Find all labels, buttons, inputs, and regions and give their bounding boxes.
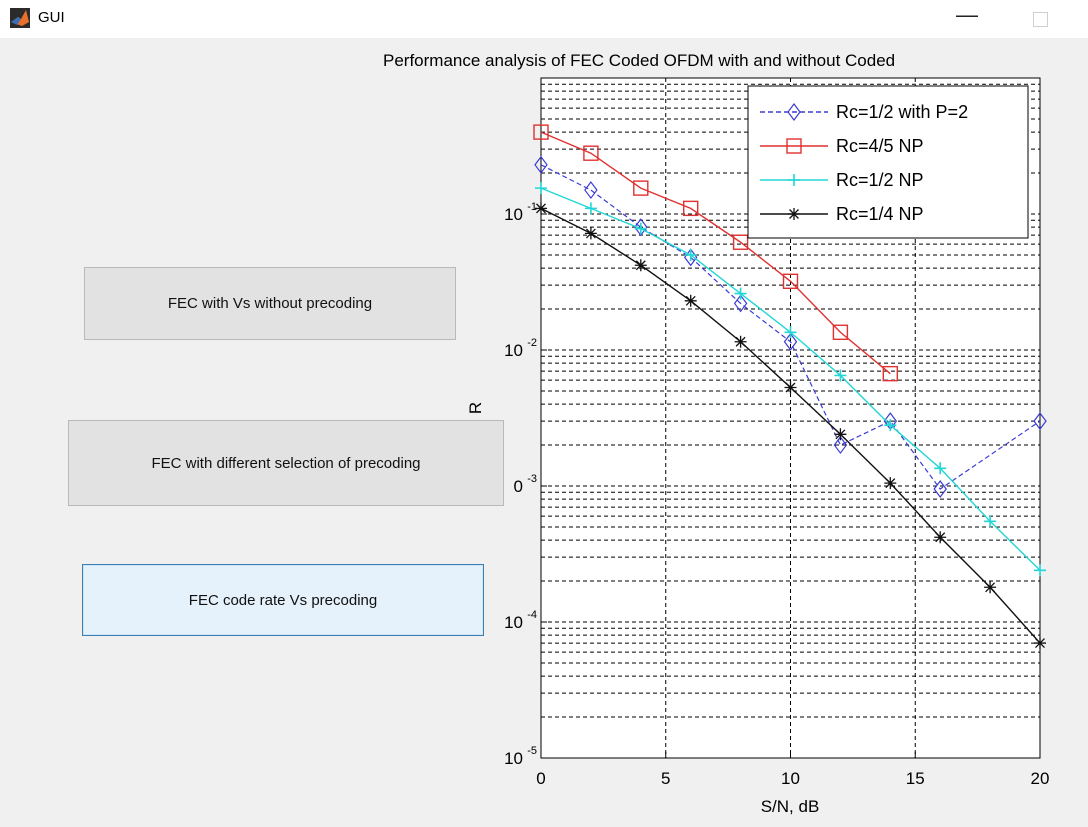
plus-marker: [1034, 564, 1046, 577]
diamond-marker: [1033, 412, 1047, 431]
diamond-marker: [933, 480, 947, 499]
star-marker: [788, 208, 800, 220]
series-2: [533, 124, 898, 382]
y-tick-exponent: -4: [527, 609, 537, 621]
star-marker: [634, 259, 647, 272]
square-marker: [786, 138, 802, 154]
y-tick-label: 0: [514, 477, 523, 496]
star-marker: [734, 335, 747, 348]
square-marker: [583, 145, 599, 161]
x-tick-label: 10: [781, 769, 800, 788]
star-marker: [584, 227, 597, 240]
plus-marker: [934, 462, 947, 475]
series-3: [535, 182, 1046, 577]
legend-entry: Rc=4/5 NP: [760, 136, 924, 156]
legend-entry: Rc=1/2 with P=2: [760, 102, 968, 122]
plus-marker: [584, 202, 597, 215]
square-marker: [782, 273, 799, 289]
series-line: [540, 164, 1041, 490]
minimize-button[interactable]: —: [956, 2, 978, 27]
star-marker: [934, 531, 947, 544]
legend-label: Rc=1/2 with P=2: [836, 102, 968, 122]
square-marker: [732, 234, 749, 250]
plus-marker: [884, 419, 897, 432]
legend-label: Rc=4/5 NP: [836, 136, 924, 156]
diamond-marker: [534, 155, 548, 174]
diamond-marker: [783, 332, 798, 351]
plus-marker: [634, 222, 647, 235]
x-tick-label: 5: [661, 769, 670, 788]
diamond-marker: [833, 436, 848, 455]
y-tick-exponent: -3: [527, 473, 537, 485]
chart-title: Performance analysis of FEC Coded OFDM w…: [383, 51, 895, 70]
x-tick-label: 15: [906, 769, 925, 788]
diamond-marker: [634, 218, 648, 237]
fec-vs-without-precoding-button[interactable]: FEC with Vs without precoding: [84, 267, 456, 340]
square-marker: [633, 180, 649, 196]
y-tick-label: 10: [504, 341, 523, 360]
star-marker: [784, 381, 797, 394]
square-marker: [533, 124, 549, 140]
plus-marker: [535, 182, 547, 195]
axis-ticks: 0 5 10 15 20 10 -1 10 -2 0 -3 10 -4 10 -5: [504, 201, 1049, 788]
plus-marker: [788, 174, 800, 186]
plus-marker: [984, 515, 997, 528]
series-line: [540, 131, 891, 375]
series-1: [534, 155, 1047, 499]
star-marker: [884, 477, 897, 490]
legend-label: Rc=1/4 NP: [836, 204, 924, 224]
plus-marker: [684, 248, 697, 261]
matlab-icon: [10, 8, 30, 28]
star-marker: [1034, 637, 1046, 650]
square-marker: [882, 365, 898, 382]
window-title: GUI: [38, 9, 65, 26]
series-4: [535, 202, 1046, 650]
y-tick-label: 10: [504, 613, 523, 632]
square-marker: [683, 200, 699, 217]
diamond-marker: [733, 294, 748, 313]
plus-marker: [734, 287, 747, 300]
plus-marker: [784, 326, 797, 339]
star-marker: [834, 428, 847, 441]
y-tick-label: 10: [504, 749, 523, 768]
y-tick-exponent: -1: [527, 201, 537, 213]
fec-code-rate-vs-precoding-button[interactable]: FEC code rate Vs precoding: [82, 564, 484, 636]
maximize-button[interactable]: [1033, 12, 1048, 27]
x-axis-label: S/N, dB: [761, 797, 820, 816]
star-marker: [984, 581, 997, 594]
legend-entry: Rc=1/2 NP: [760, 170, 924, 190]
square-marker: [832, 324, 849, 340]
legend-label: Rc=1/2 NP: [836, 170, 924, 190]
diamond-marker: [787, 103, 801, 121]
diamond-marker: [584, 181, 598, 200]
star-marker: [684, 294, 697, 307]
y-tick-label: 10: [504, 205, 523, 224]
x-tick-label: 0: [536, 769, 545, 788]
plus-marker: [834, 369, 847, 382]
series-group: [533, 124, 1047, 650]
y-axis-label-fragment: R: [466, 402, 485, 414]
star-marker: [535, 202, 547, 215]
legend-entry: Rc=1/4 NP: [760, 204, 924, 224]
window-titlebar: GUI —: [0, 0, 1088, 38]
y-tick-exponent: -2: [527, 337, 537, 349]
legend: Rc=1/2 with P=2 Rc=4/5 NP Rc=1/2 NP Rc=1/4 …: [747, 85, 1029, 239]
y-tick-exponent: -5: [527, 745, 537, 757]
x-tick-label: 20: [1031, 769, 1050, 788]
fec-different-precoding-button[interactable]: FEC with different selection of precodin…: [68, 420, 504, 506]
